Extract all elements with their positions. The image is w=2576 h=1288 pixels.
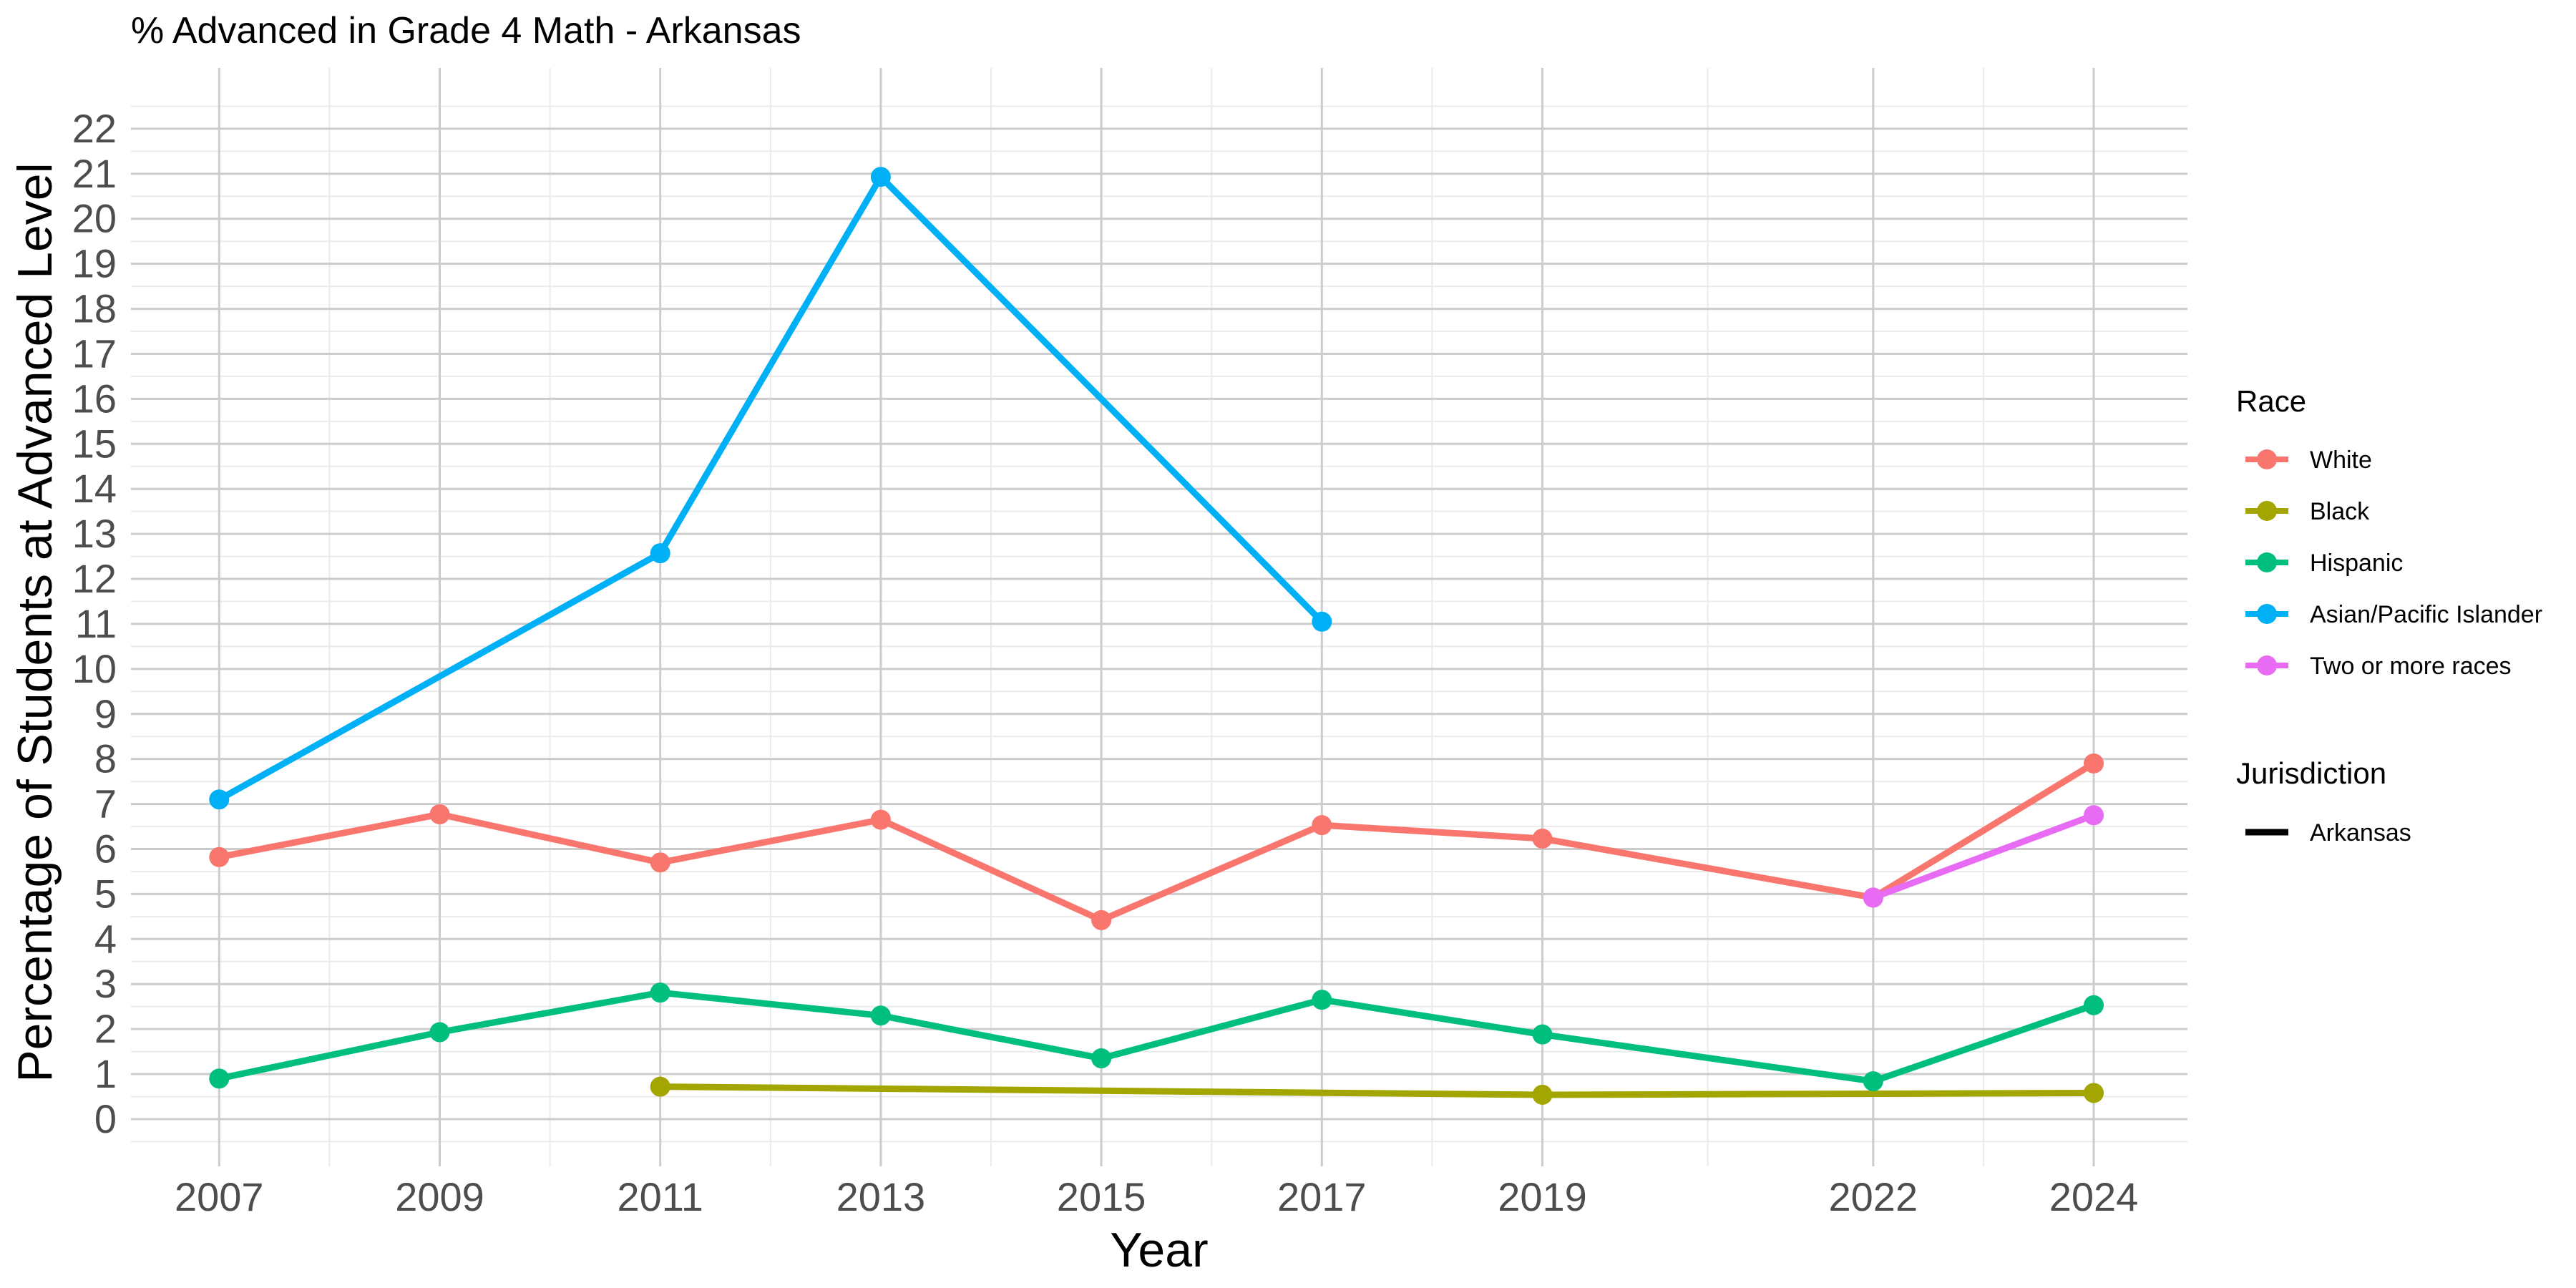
y-tick-label: 4 [94,916,117,961]
x-tick-label: 2011 [617,1174,703,1219]
data-point-two-or-more-races [2084,805,2104,826]
legend-jurisdiction-items: Arkansas [2245,819,2411,847]
data-point-hispanic [1863,1071,1883,1092]
data-point-hispanic [429,1022,450,1043]
legend-label-white: White [2310,447,2372,474]
y-tick-label: 1 [94,1051,117,1096]
legend-label-jurisdiction: Arkansas [2310,819,2411,847]
data-point-hispanic [1532,1024,1553,1045]
data-point-white [209,847,230,867]
data-point-hispanic [870,1005,891,1026]
x-axis-title: Year [1110,1223,1208,1277]
y-tick-label: 9 [94,691,117,736]
y-tick-label: 7 [94,781,117,826]
data-point-black [2084,1083,2104,1103]
y-tick-label: 20 [72,196,117,241]
legend: Race White Black Hispanic Asian/Pacific Isl… [2236,384,2542,847]
x-tick-label: 2007 [175,1174,264,1219]
data-point-hispanic [1312,990,1332,1010]
data-point-white [870,809,891,830]
legend-label-black: Black [2310,498,2370,525]
legend-race-items: White Black Hispanic Asian/Pacific Islander… [2245,447,2542,680]
minor-gridlines [131,68,2187,1166]
data-point-white [2084,753,2104,774]
y-axis-title: Percentage of Students at Advanced Level [8,162,62,1082]
data-point-hispanic [650,982,670,1003]
data-point-white [1532,829,1553,849]
x-tick-label: 2015 [1057,1174,1146,1219]
x-tick-label: 2019 [1498,1174,1587,1219]
y-tick-label: 6 [94,826,117,871]
y-tick-label: 12 [72,556,117,601]
data-point-asian-pacific-islander [870,167,891,187]
y-tick-label: 3 [94,961,117,1006]
chart-title: % Advanced in Grade 4 Math - Arkansas [131,10,801,52]
y-tick-label: 13 [72,511,117,556]
data-point-white [650,852,670,873]
legend-key-point-black [2257,501,2277,521]
y-tick-label: 17 [72,331,117,376]
y-tick-label: 2 [94,1006,117,1051]
y-tick-label: 19 [72,241,117,286]
data-point-black [1532,1084,1553,1105]
series-points [209,167,2104,1105]
legend-key-point-hispanic [2257,552,2277,572]
data-point-asian-pacific-islander [1312,611,1332,632]
data-point-white [429,804,450,825]
y-tick-label: 22 [72,106,117,151]
x-axis-tick-labels: 2007 2009 2011 2013 2015 2017 2019 2022 2024 [175,1174,2138,1219]
legend-title-race: Race [2236,384,2306,418]
y-tick-label: 14 [72,466,117,511]
data-point-hispanic [209,1068,230,1089]
y-tick-label: 15 [72,421,117,466]
y-tick-label: 8 [94,736,117,781]
y-tick-label: 5 [94,871,117,916]
x-tick-label: 2009 [395,1174,484,1219]
legend-title-jurisdiction: Jurisdiction [2236,756,2386,790]
y-tick-label: 0 [94,1096,117,1141]
data-point-asian-pacific-islander [650,543,670,564]
legend-key-point-white [2257,449,2277,469]
data-point-black [650,1076,670,1097]
data-point-hispanic [2084,995,2104,1015]
data-point-two-or-more-races [1863,887,1883,908]
series-line-two-or-more-races [1872,812,2095,901]
x-tick-label: 2024 [2049,1174,2139,1219]
legend-label-hispanic: Hispanic [2310,550,2403,577]
y-tick-label: 21 [72,151,117,196]
y-tick-label: 16 [72,376,117,421]
legend-key-point-asian-pacific-islander [2257,604,2277,624]
legend-label-asian-pacific-islander: Asian/Pacific Islander [2310,601,2542,628]
y-tick-label: 11 [75,601,117,646]
x-tick-label: 2013 [836,1174,926,1219]
x-tick-label: 2017 [1277,1174,1367,1219]
legend-key-point-two-or-more-races [2257,655,2277,675]
data-point-white [1091,909,1112,930]
data-point-hispanic [1091,1048,1112,1069]
data-point-asian-pacific-islander [209,789,230,810]
data-point-white [1312,815,1332,836]
y-tick-label: 18 [72,286,117,331]
y-tick-label: 10 [72,646,117,691]
legend-label-two-or-more-races: Two or more races [2310,653,2512,680]
x-tick-label: 2022 [1829,1174,1918,1219]
